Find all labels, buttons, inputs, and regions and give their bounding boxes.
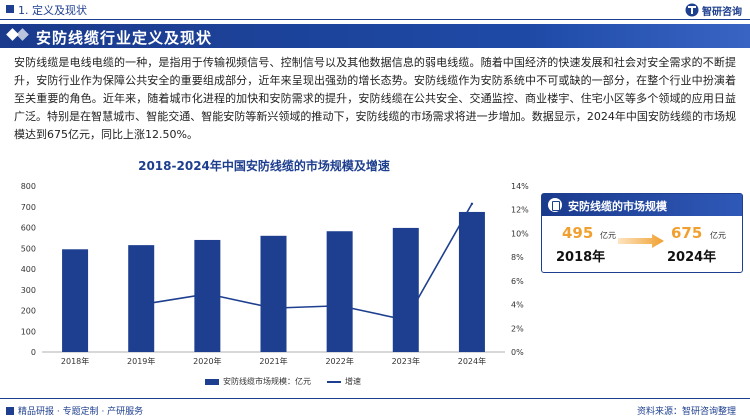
start-value: 495 [562, 224, 594, 242]
y-right-tick-label: 14% [511, 182, 529, 191]
legend-label-bar: 安防线缆市场规模：亿元 [223, 377, 311, 386]
legend-swatch-line [327, 380, 341, 383]
brand: 智研咨询 [685, 2, 742, 18]
y-right-tick-label: 10% [511, 229, 529, 238]
card-header: 安防线缆的市场规模 [542, 194, 742, 216]
y-left-tick-label: 0 [31, 348, 36, 357]
y-left-tick-label: 200 [21, 307, 36, 316]
y-left-tick-label: 800 [21, 182, 36, 191]
growth-line [141, 203, 473, 321]
start-year: 2018年 [556, 250, 606, 265]
growth-point [404, 318, 407, 322]
legend-item-line: 增速 [327, 376, 361, 387]
page-title: 安防线缆行业定义及现状 [36, 29, 213, 47]
legend-label-line: 增速 [345, 377, 361, 386]
end-value: 675 [671, 224, 703, 242]
bar [62, 249, 89, 352]
description-paragraph: 安防线缆是电线电缆的一种，是指用于传输视频信号、控制信号以及其他数据信息的弱电线… [14, 56, 736, 141]
x-tick-label: 2020年 [193, 356, 221, 366]
growth-point [338, 304, 341, 307]
top-bar: 1. 定义及现状 智研咨询 [0, 0, 750, 20]
bar [458, 211, 485, 352]
growth-point [140, 303, 143, 306]
x-tick-label: 2018年 [61, 356, 89, 366]
y-right-tick-label: 4% [511, 301, 524, 310]
x-tick-label: 2022年 [325, 356, 353, 366]
card-title: 安防线缆的市场规模 [568, 200, 667, 213]
footer-marker [6, 407, 14, 415]
y-left-tick-label: 300 [21, 286, 36, 295]
footer-divider [0, 398, 750, 399]
growth-point [206, 292, 209, 296]
brand-logo-icon [685, 3, 699, 17]
x-tick-label: 2021年 [259, 356, 287, 366]
y-right-tick-label: 0% [511, 348, 524, 357]
footer: 精品研报 · 专题定制 · 产研服务 资料来源：智研咨询整理 [0, 398, 750, 420]
growth-point [272, 306, 275, 310]
end-year: 2024年 [667, 250, 717, 265]
y-right-tick-label: 12% [511, 206, 529, 215]
brand-name: 智研咨询 [702, 6, 742, 18]
y-right-tick-label: 2% [511, 324, 524, 333]
x-tick-label: 2024年 [458, 356, 486, 366]
document-icon [548, 198, 562, 212]
bar [392, 227, 419, 352]
y-right-tick-label: 6% [511, 277, 524, 286]
y-left-tick-label: 100 [21, 327, 36, 336]
legend-item-bar: 安防线缆市场规模：亿元 [205, 376, 311, 387]
x-tick-label: 2019年 [127, 356, 155, 366]
end-unit: 亿元 [710, 231, 726, 240]
chart-title: 2018-2024年中国安防线缆的市场规模及增速 [138, 159, 390, 173]
y-left-tick-label: 700 [21, 203, 36, 212]
y-left-tick-label: 600 [21, 224, 36, 233]
market-size-card: 安防线缆的市场规模 495 亿元 2018年 675 亿元 2024年 [541, 193, 743, 273]
section-marker [6, 5, 14, 13]
x-tick-label: 2023年 [392, 356, 420, 366]
growth-point [470, 202, 474, 205]
section-label: 1. 定义及现状 [18, 4, 87, 17]
bar [326, 231, 353, 352]
y-left-tick-label: 400 [21, 265, 36, 274]
legend-swatch-bar [205, 378, 219, 385]
bar [260, 235, 287, 352]
y-right-tick-label: 8% [511, 253, 524, 262]
start-unit: 亿元 [600, 231, 616, 240]
title-banner: 安防线缆行业定义及现状 [0, 24, 750, 48]
bar [128, 245, 155, 352]
chart-legend: 安防线缆市场规模：亿元 增速 [205, 376, 361, 387]
arrow-right-icon [618, 234, 664, 248]
footer-tagline: 精品研报 · 专题定制 · 产研服务 [18, 407, 144, 417]
footer-source: 资料来源：智研咨询整理 [636, 407, 736, 417]
top-divider [0, 19, 750, 20]
y-left-tick-label: 500 [21, 244, 36, 253]
